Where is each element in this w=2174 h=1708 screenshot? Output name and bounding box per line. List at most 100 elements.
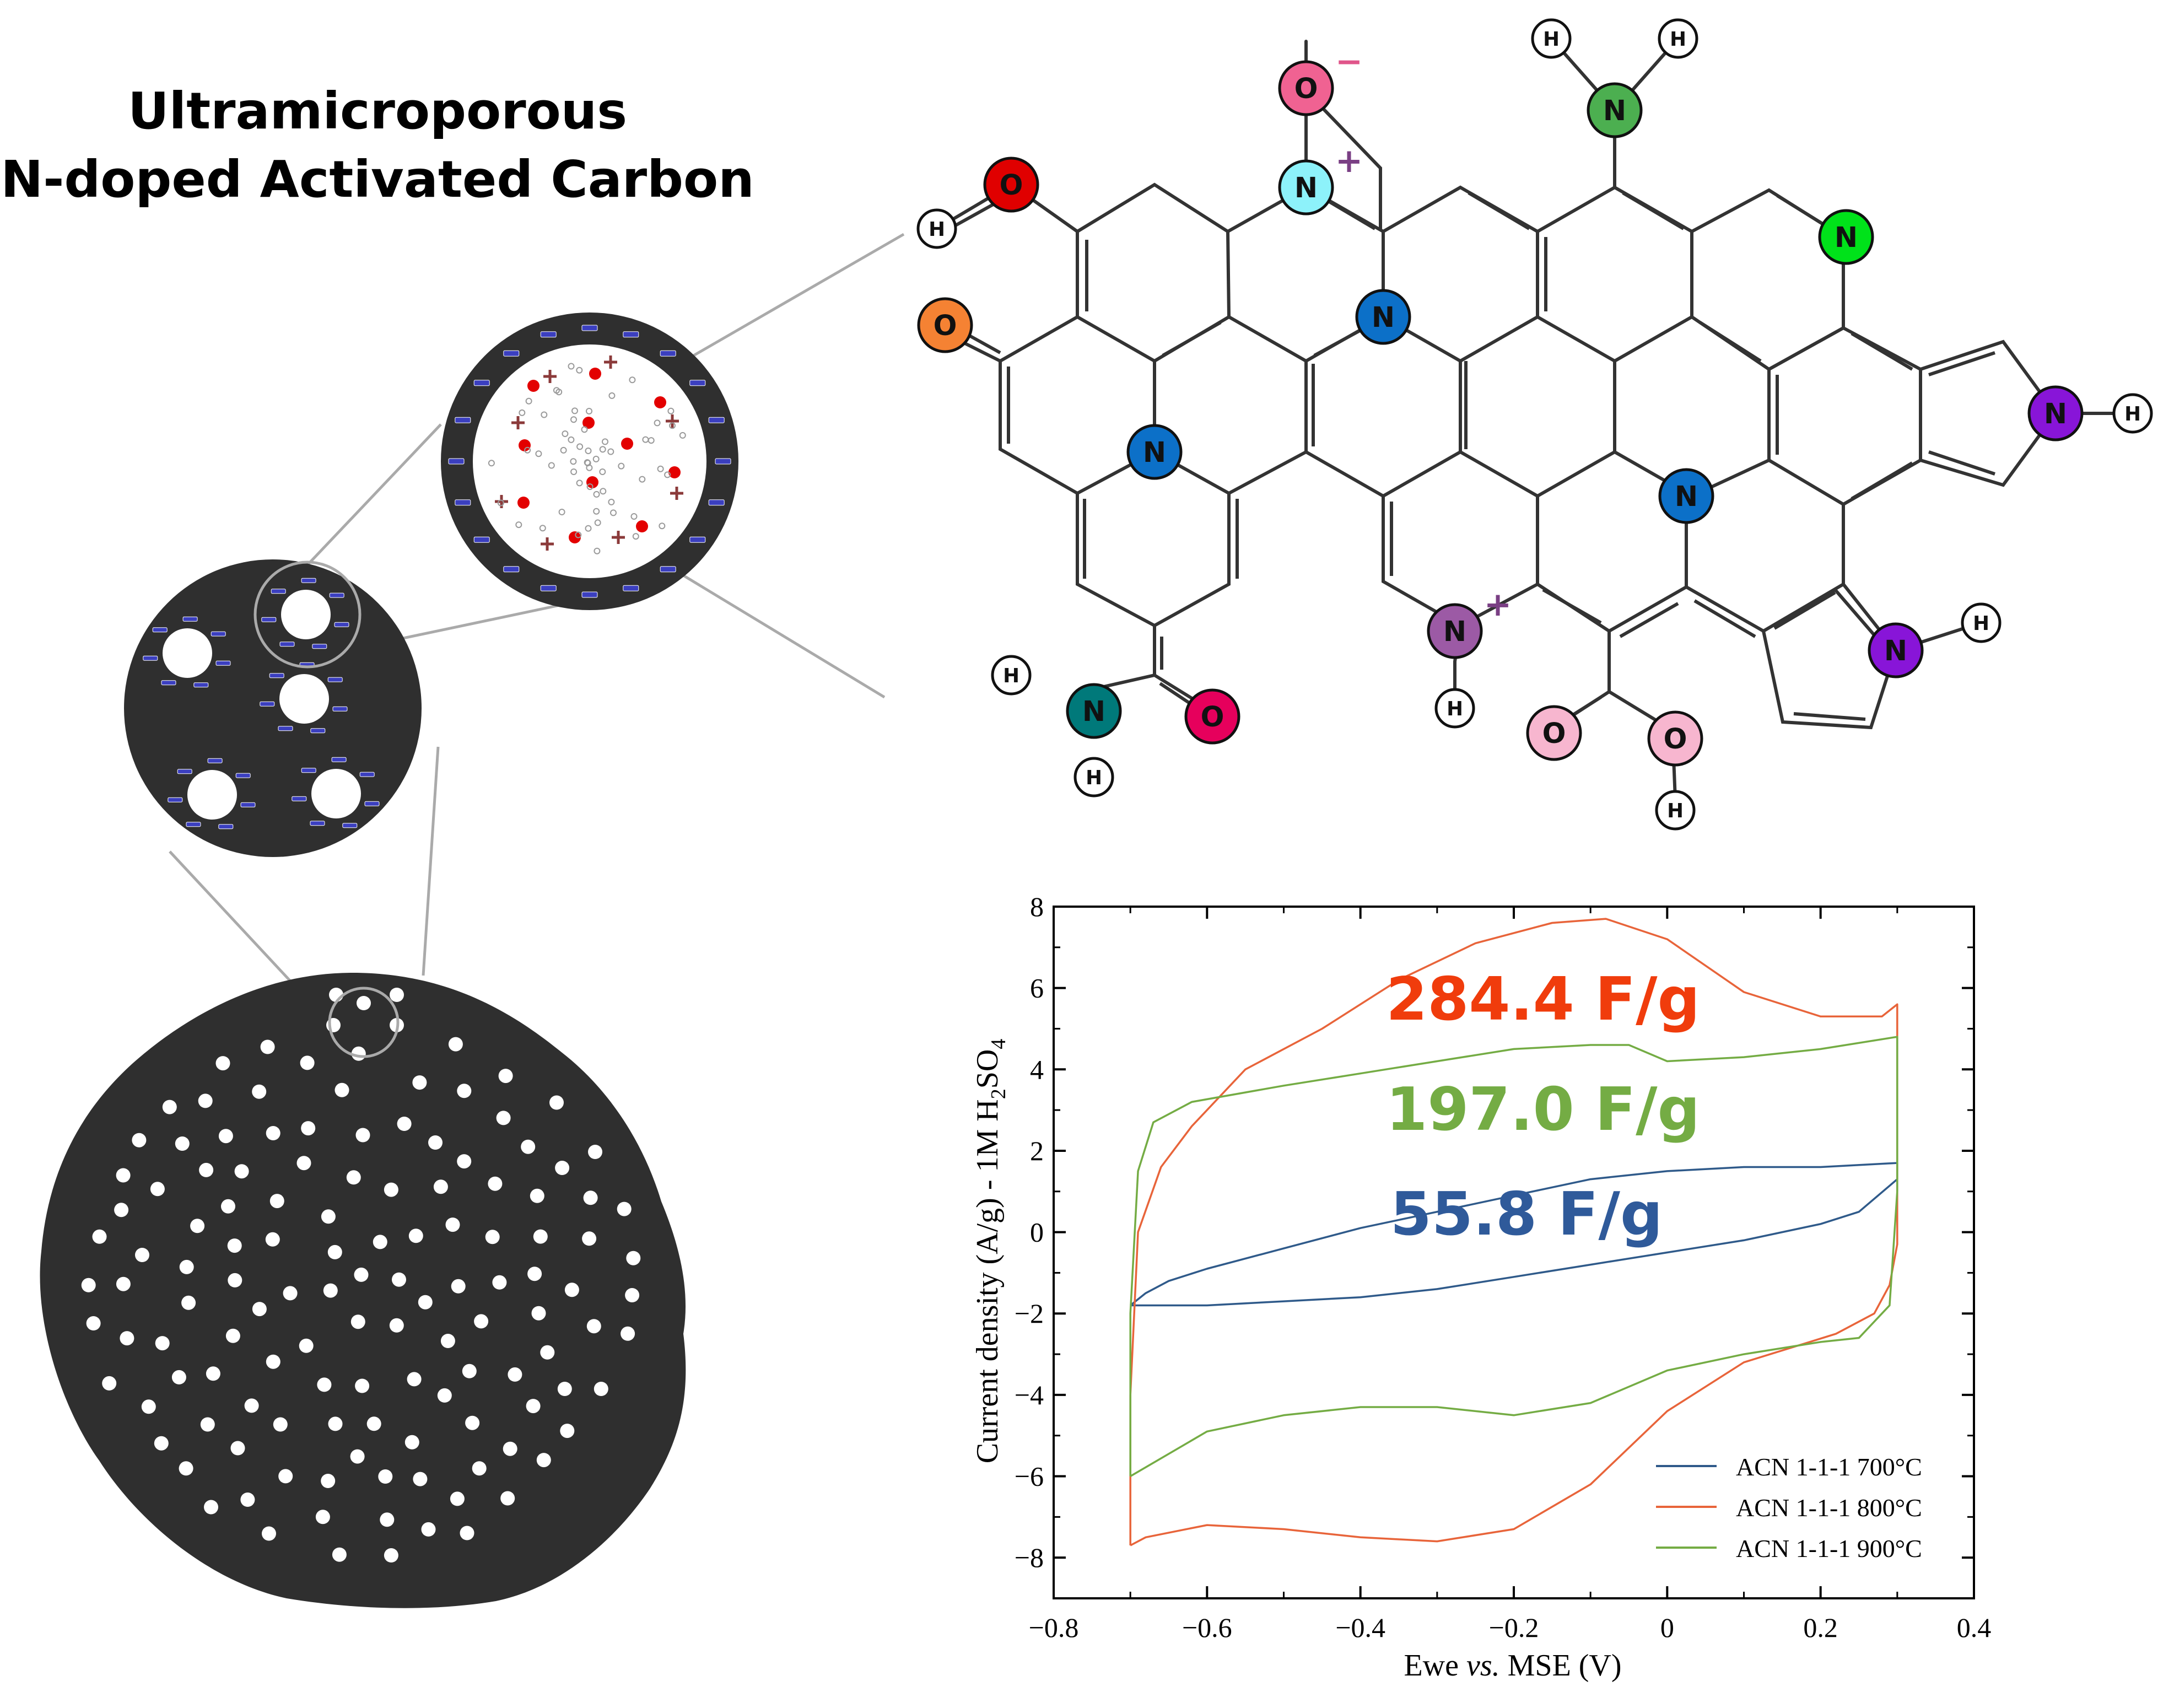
zoom-highlight-ring [328,987,400,1058]
pore [116,1276,131,1291]
capacitance-label: 284.4 F/g [1386,965,1700,1034]
pore [234,1164,249,1179]
pore [311,769,361,818]
water-molecule [570,416,577,423]
cation-dot [519,439,531,451]
negative-charge [182,616,198,622]
atom-label: O [1201,701,1224,733]
water-molecule [576,443,584,450]
pore [190,1219,205,1233]
negative-charge [161,680,176,686]
negative-charge [448,458,465,465]
pore [555,1161,570,1175]
title-line-2: N-doped Activated Carbon [1,150,754,209]
positive-charge [666,414,679,428]
atom-label: H [929,218,945,241]
pore [179,1461,193,1476]
water-molecule [630,513,638,520]
atom-label: H [1667,800,1684,822]
water-molecule [553,387,560,394]
pore [378,1469,393,1484]
water-molecule [585,525,592,532]
x-tick-label: −0.2 [1489,1612,1539,1643]
pore [500,1491,515,1506]
capacitance-label: 55.8 F/g [1390,1180,1663,1249]
negative-charge [312,644,327,649]
atom-n-19: N [1066,683,1122,739]
capacitance-label: 197.0 F/g [1386,1075,1700,1144]
pore [132,1133,147,1147]
pore [154,1436,169,1451]
atom-o-23: O [1647,710,1703,767]
atom-label: N [1294,171,1318,204]
atom-h-2: H [1531,18,1572,59]
x-ticks: −0.8 −0.6 −0.4 −0.2 0 0.2 0.4 [1029,907,1991,1643]
pore [488,1176,503,1191]
water-molecule [581,426,588,433]
negative-charge [623,331,639,338]
pore-negative-charges [143,578,380,829]
pore [626,1251,641,1265]
atom-h-24: H [1655,790,1696,831]
water-molecule [599,446,606,453]
pore [560,1424,575,1438]
water-molecule [548,462,555,469]
x-axis-label-italic: vs. [1466,1648,1500,1683]
pore [228,1273,242,1287]
series-line-2 [1129,1036,1898,1478]
electrolyte-ions [488,355,686,554]
zoom-line [688,233,905,360]
negative-charge [168,797,183,802]
x-tick-label: 0 [1660,1612,1674,1643]
zoom-line [422,746,440,976]
pore [503,1441,517,1456]
water-molecule [618,462,625,470]
y-tick-label: −8 [1015,1542,1044,1573]
negative-charge [455,499,471,506]
pore [583,1190,598,1205]
water-molecule [570,458,577,465]
positive-charge [541,537,554,551]
pore [171,1370,186,1384]
atom-n-14: N [1868,622,1924,678]
atom-label: N [1884,634,1907,667]
pore [408,1229,423,1243]
zoom-highlight-ring [253,561,362,669]
pore [404,1435,419,1450]
pore [521,1139,536,1154]
pore [332,1547,347,1562]
atom-label: H [1670,28,1686,51]
pore [350,1314,365,1329]
pore [448,1037,463,1052]
pore [533,1229,548,1244]
series-lines [1129,918,1898,1547]
pore [366,1416,381,1431]
cation-dot [569,531,581,543]
cation-dot [668,466,681,478]
water-molecule [519,409,526,416]
pore [300,1055,315,1070]
pore [390,988,404,1002]
atom-h-13: H [2112,393,2153,434]
pore [163,628,212,678]
water-molecule [639,476,646,483]
pore [321,1474,336,1488]
pore [328,1416,343,1431]
legend-label: ACN 1-1-1 800°C [1736,1494,1922,1522]
atom-h-20: H [1073,757,1114,798]
pore [273,1417,288,1432]
y-axis-label-subscript: 4 [987,1039,1010,1049]
cation-dot [527,380,540,392]
negative-charge [279,642,295,647]
pore [315,1510,330,1524]
pore [281,590,331,639]
atom-label: N [1443,615,1466,648]
water-molecule [602,438,608,445]
cation-dot [586,476,598,488]
pore [346,1170,361,1185]
atom-label: N [1143,436,1166,468]
x-tick-label: 0.2 [1803,1612,1838,1643]
negative-charge [540,585,557,591]
water-molecule [629,376,636,384]
